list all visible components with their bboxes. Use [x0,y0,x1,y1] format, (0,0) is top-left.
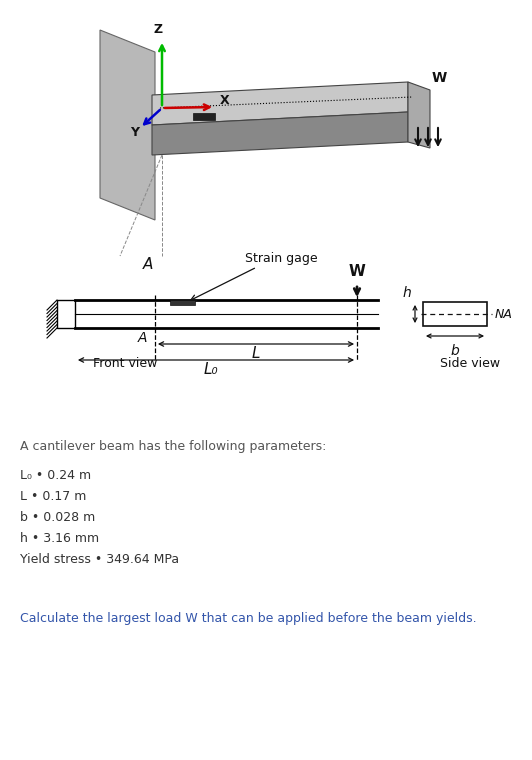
Polygon shape [152,82,408,125]
Text: W: W [348,264,365,279]
Text: L • 0.17 m: L • 0.17 m [20,490,86,503]
Polygon shape [408,82,430,148]
Text: Y: Y [130,126,139,139]
Text: b • 0.028 m: b • 0.028 m [20,511,95,524]
Text: A: A [143,257,153,272]
Text: Calculate the largest load W that can be applied before the beam yields.: Calculate the largest load W that can be… [20,613,477,625]
Text: Side view: Side view [440,357,500,370]
Bar [193,113,215,120]
Text: Yield stress • 349.64 MPa: Yield stress • 349.64 MPa [20,553,179,566]
Text: L: L [252,346,260,361]
Text: NA: NA [495,308,513,321]
Text: Z: Z [153,23,163,36]
Text: X: X [220,94,230,107]
Text: Strain gage: Strain gage [245,252,318,265]
Polygon shape [152,112,408,155]
Text: A cantilever beam has the following parameters:: A cantilever beam has the following para… [20,440,326,453]
Bar [423,302,487,326]
Bar [57,300,75,328]
Text: b: b [451,344,459,358]
Bar [170,300,195,305]
Text: A: A [137,331,147,345]
Text: h • 3.16 mm: h • 3.16 mm [20,533,99,546]
Text: L₀ • 0.24 m: L₀ • 0.24 m [20,470,91,483]
Polygon shape [100,30,155,220]
Text: W: W [432,71,447,85]
Text: Front view: Front view [93,357,157,370]
Text: L₀: L₀ [204,362,218,377]
Text: h: h [403,286,411,300]
